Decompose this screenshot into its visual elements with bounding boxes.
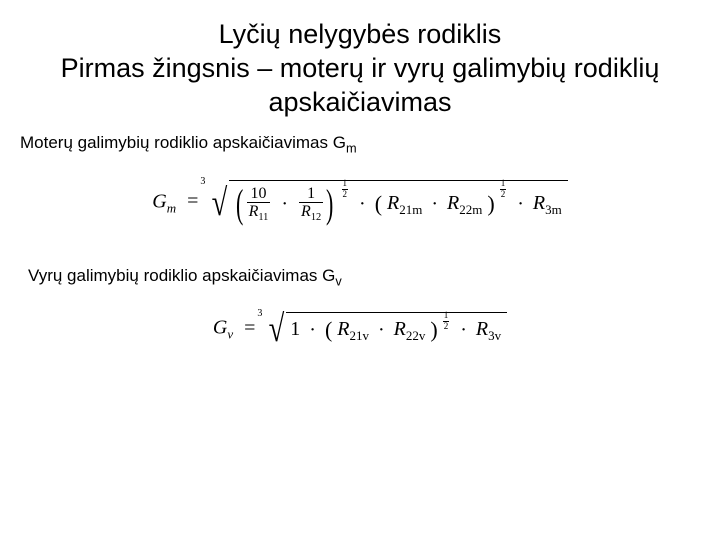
gm-tail-r-sub: 3m	[545, 202, 562, 217]
dot-icon: ·	[513, 193, 528, 215]
gv-mid-r1-var: R	[337, 318, 349, 340]
gv-mid-r2: R22v	[394, 318, 426, 340]
rparen-icon: )	[430, 317, 437, 342]
gm-frac2-den: R12	[299, 202, 323, 224]
gm-exp-1: 12	[340, 179, 351, 200]
formula-gv-wrap: Gv = 3 √ 1 · ( R21v · R22v ) 12 ·	[20, 312, 700, 346]
gm-exp1-den: 2	[342, 189, 349, 200]
gv-mid-r1: R21v	[337, 318, 369, 340]
gm-under-root: ( 10 R11 · 1 R12 ) 12 · (	[229, 180, 568, 226]
gv-mid-r2-sub: 22v	[406, 328, 426, 343]
gm-cuberoot: 3 √ ( 10 R11 · 1 R12 ) 12	[209, 180, 567, 226]
gv-exp: 12	[441, 311, 452, 332]
gv-tail-r-var: R	[476, 318, 488, 340]
gm-lhs-var: G	[152, 190, 166, 212]
gm-frac2-den-sub: 12	[311, 212, 321, 223]
gv-exp-num: 1	[443, 311, 450, 321]
gv-under-root: 1 · ( R21v · R22v ) 12 · R3v	[286, 312, 507, 346]
gv-exp-den: 2	[443, 321, 450, 332]
dot-icon: ·	[305, 319, 320, 341]
gm-frac-2: 1 R12	[297, 185, 325, 224]
dot-icon: ·	[277, 193, 292, 215]
section-heading-gm-text: Moterų galimybių rodiklio apskaičiavimas…	[20, 133, 346, 152]
section-heading-gm-sub: m	[346, 141, 357, 156]
gm-tail-r-var: R	[533, 192, 545, 214]
slide: Lyčių nelygybės rodiklis Pirmas žingsnis…	[0, 0, 720, 540]
gm-frac1-den-sub: 11	[258, 212, 268, 223]
section-heading-gm: Moterų galimybių rodiklio apskaičiavimas…	[20, 133, 700, 155]
formula-gm: Gm = 3 √ ( 10 R11 · 1 R12 )	[152, 180, 567, 226]
gm-exp2-num: 1	[500, 179, 507, 189]
gm-mid-r2: R22m	[447, 192, 482, 214]
gm-mid-r1-var: R	[387, 192, 399, 214]
gm-mid-r2-var: R	[447, 192, 459, 214]
section-heading-gv-sub: v	[335, 273, 341, 288]
gm-lhs-sub: m	[167, 200, 176, 215]
gv-tail-r-sub: 3v	[488, 328, 501, 343]
gv-mid-r1-sub: 21v	[349, 328, 369, 343]
slide-title: Lyčių nelygybės rodiklis Pirmas žingsnis…	[20, 18, 700, 119]
gm-exp2-den: 2	[500, 189, 507, 200]
gm-frac1-num: 10	[247, 185, 271, 203]
gm-frac2-den-var: R	[301, 203, 311, 220]
title-line-1: Lyčių nelygybės rodiklis	[219, 19, 502, 49]
gm-exp1-num: 1	[342, 179, 349, 189]
gm-mid-r2-sub: 22m	[459, 202, 482, 217]
gm-frac1-den-var: R	[249, 203, 259, 220]
gv-mid-r2-var: R	[394, 318, 406, 340]
title-line-2: Pirmas žingsnis – moterų ir vyrų galimyb…	[61, 53, 660, 117]
dot-icon: ·	[427, 193, 442, 215]
formula-gv: Gv = 3 √ 1 · ( R21v · R22v ) 12 ·	[213, 312, 507, 346]
dot-icon: ·	[374, 319, 389, 341]
gv-lead-const: 1	[290, 318, 300, 340]
gm-tail-r: R3m	[533, 192, 562, 214]
gm-frac-1: 10 R11	[245, 185, 273, 224]
rparen-icon: )	[487, 191, 494, 216]
equals-sign: =	[238, 317, 261, 339]
section-heading-gv: Vyrų galimybių rodiklio apskaičiavimas G…	[28, 266, 700, 288]
gm-exp-2: 12	[498, 179, 509, 200]
gm-mid-r1-sub: 21m	[399, 202, 422, 217]
gv-cuberoot: 3 √ 1 · ( R21v · R22v ) 12 · R3v	[266, 312, 507, 346]
gv-root-index: 3	[257, 308, 262, 319]
section-heading-gv-text: Vyrų galimybių rodiklio apskaičiavimas G	[28, 266, 335, 285]
gm-mid-r1: R21m	[387, 192, 422, 214]
gm-frac2-num: 1	[299, 185, 323, 203]
gm-root-index: 3	[200, 176, 205, 187]
gm-frac1-den: R11	[247, 202, 271, 224]
gv-lhs-var: G	[213, 317, 227, 339]
formula-gm-wrap: Gm = 3 √ ( 10 R11 · 1 R12 )	[20, 180, 700, 226]
lparen-icon: (	[375, 191, 382, 216]
dot-icon: ·	[355, 193, 370, 215]
lparen-icon: (	[325, 317, 332, 342]
dot-icon: ·	[456, 319, 471, 341]
gv-lhs-sub: v	[227, 327, 233, 342]
equals-sign: =	[181, 190, 204, 212]
gv-tail-r: R3v	[476, 318, 501, 340]
